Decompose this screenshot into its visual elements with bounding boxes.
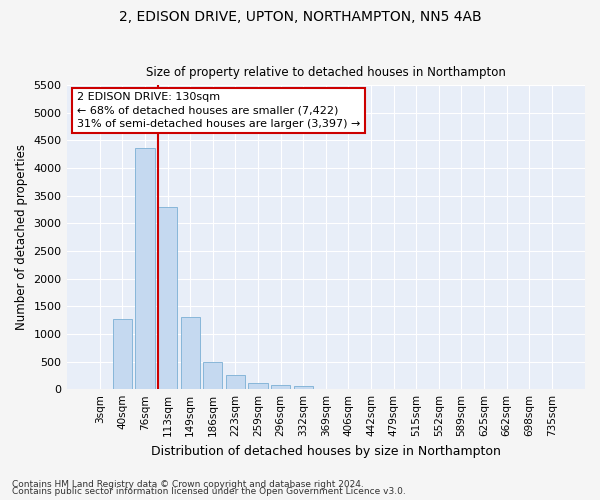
Title: Size of property relative to detached houses in Northampton: Size of property relative to detached ho… (146, 66, 506, 80)
Text: 2 EDISON DRIVE: 130sqm
← 68% of detached houses are smaller (7,422)
31% of semi-: 2 EDISON DRIVE: 130sqm ← 68% of detached… (77, 92, 360, 129)
Bar (271, 385, 290, 389)
Bar (293, 386, 313, 389)
Bar (181, 317, 200, 389)
Text: Contains HM Land Registry data © Crown copyright and database right 2024.: Contains HM Land Registry data © Crown c… (12, 480, 364, 489)
Bar (113, 319, 132, 389)
Y-axis label: Number of detached properties: Number of detached properties (15, 144, 28, 330)
Bar (158, 206, 177, 389)
Text: 2, EDISON DRIVE, UPTON, NORTHAMPTON, NN5 4AB: 2, EDISON DRIVE, UPTON, NORTHAMPTON, NN5… (119, 10, 481, 24)
Bar (248, 383, 268, 389)
X-axis label: Distribution of detached houses by size in Northampton: Distribution of detached houses by size … (151, 444, 501, 458)
Bar (226, 376, 245, 389)
Bar (136, 148, 155, 389)
Text: Contains public sector information licensed under the Open Government Licence v3: Contains public sector information licen… (12, 487, 406, 496)
Bar (203, 362, 223, 389)
